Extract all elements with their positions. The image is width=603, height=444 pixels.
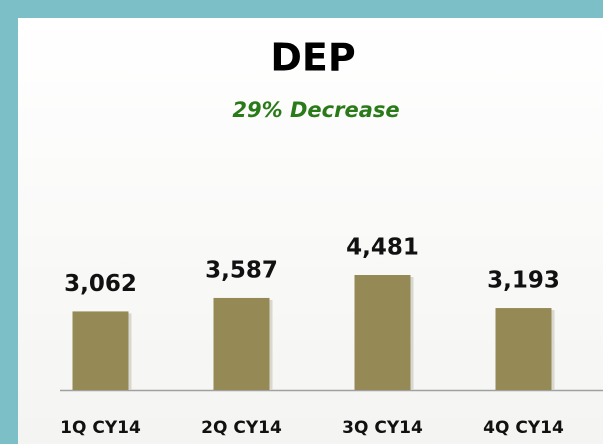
x-tick-label: 4Q CY14 [483, 418, 564, 438]
value-label: 3,062 [64, 271, 137, 297]
bar [72, 311, 129, 390]
chart-subtitle: 29% Decrease [232, 98, 399, 122]
bar [213, 297, 270, 390]
value-label: 3,193 [487, 268, 560, 294]
value-label: 3,587 [205, 257, 278, 283]
x-tick-label: 3Q CY14 [342, 418, 423, 438]
x-tick-label: 1Q CY14 [60, 418, 141, 438]
bar [354, 275, 411, 390]
x-tick-label: 2Q CY14 [201, 418, 282, 438]
value-label: 4,481 [346, 235, 419, 261]
chart-title: DEP [270, 36, 355, 80]
bar [495, 308, 552, 390]
